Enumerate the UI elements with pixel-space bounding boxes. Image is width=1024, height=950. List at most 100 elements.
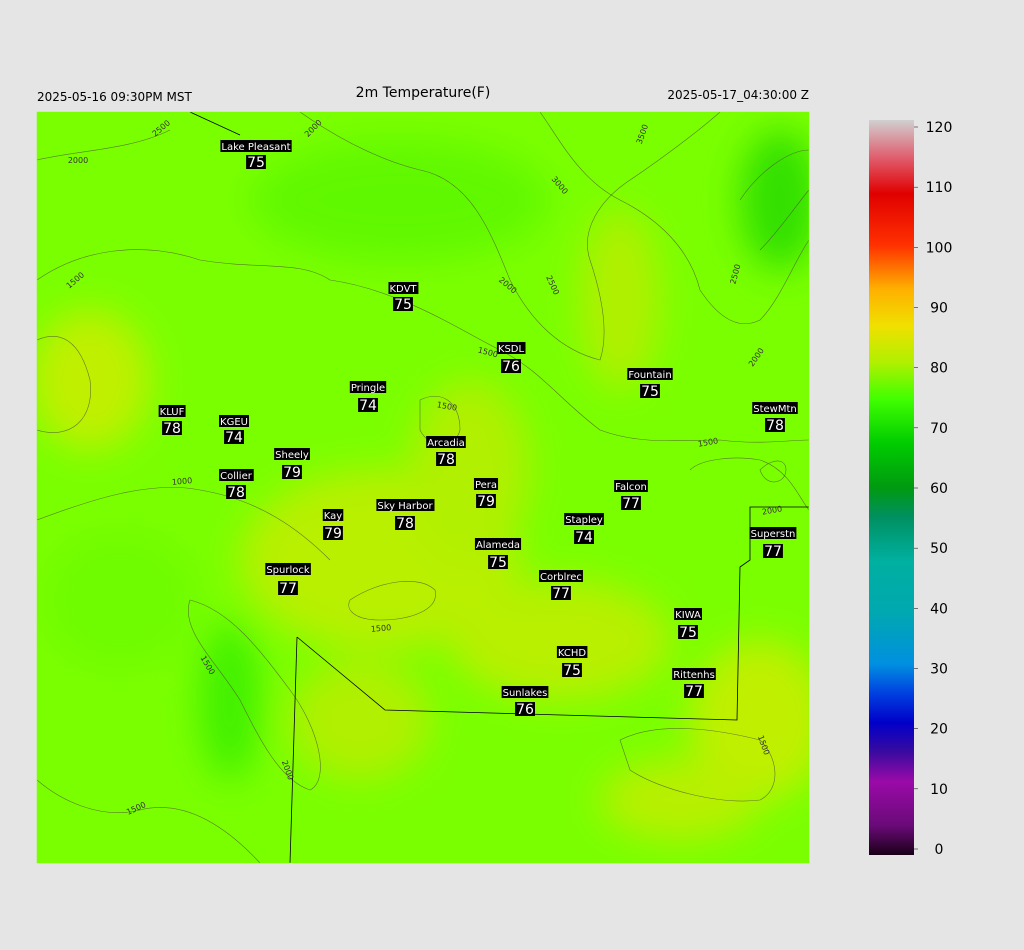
map-frame (36, 111, 810, 864)
station-name-box (564, 513, 604, 525)
station: KLUF 78 (158, 405, 186, 437)
station: Superstn 77 (749, 527, 797, 560)
station-name: Falcon (615, 482, 647, 493)
station-name: Alameda (476, 540, 520, 551)
station-name-box (501, 686, 549, 698)
station-name: Pringle (351, 383, 385, 394)
station-name-box (473, 478, 499, 490)
station-name: Kay (324, 511, 343, 522)
station-name-box (752, 402, 798, 414)
station-value: 78 (766, 418, 784, 434)
station: KCHD 75 (556, 646, 588, 679)
colorbar-tick-label: 30 (930, 662, 948, 678)
station-value-box (358, 398, 378, 412)
station-name: Lake Pleasant (221, 142, 290, 153)
station-value: 77 (764, 544, 782, 560)
station-value: 75 (641, 384, 659, 400)
station-value-box (621, 496, 641, 510)
station-value-box (501, 359, 521, 373)
station-value: 74 (225, 430, 243, 446)
station-name-box (376, 499, 435, 511)
station-name: Stapley (565, 515, 603, 526)
valid-time-local: 2025-05-16 09:30PM MST (37, 90, 193, 104)
station-name: Fountain (628, 370, 671, 381)
station-value-box (488, 555, 508, 569)
colorbar-tick-label: 60 (930, 481, 948, 497)
station-name: Sky Harbor (377, 501, 433, 512)
station-value-box (278, 581, 298, 595)
station-name: Rittenhs (673, 670, 715, 681)
station: Alameda 75 (474, 538, 522, 571)
station-value: 76 (516, 702, 534, 718)
station-value-box (246, 155, 266, 169)
station-name: KGEU (220, 417, 248, 428)
station-name-box (614, 480, 648, 492)
station-value-box (393, 297, 413, 311)
station-name: Collier (220, 471, 253, 482)
station: Fountain 75 (627, 368, 673, 400)
station: Kay 79 (322, 509, 344, 542)
station-value-box (224, 430, 244, 444)
colorbar-tick-label: 100 (926, 240, 953, 256)
station-value-box (226, 485, 246, 499)
station-value: 77 (279, 581, 297, 597)
station-value: 77 (685, 684, 703, 700)
station-name-box (749, 527, 797, 539)
station-value-box (640, 384, 660, 398)
station-value: 77 (622, 496, 640, 512)
station-name: Superstn (751, 529, 796, 540)
station-value: 76 (502, 359, 520, 375)
station-value: 78 (437, 452, 455, 468)
station-name-box (322, 509, 344, 521)
colorbar-tick-label: 80 (930, 361, 948, 377)
map (37, 112, 809, 863)
valid-time-utc: 2025-05-17_04:30:00 Z (667, 88, 809, 102)
station-name-box (265, 563, 311, 575)
station: Corblrec 77 (539, 570, 583, 602)
station-value-box (476, 494, 496, 508)
station: KIWA 75 (674, 608, 702, 641)
station: Sheely 79 (274, 448, 310, 481)
station-name-box (426, 436, 466, 448)
station-name: Spurlock (266, 565, 310, 576)
station: Sky Harbor 78 (376, 499, 435, 532)
station-value: 74 (575, 530, 593, 546)
station-value-box (765, 418, 785, 432)
station-name: Sheely (275, 450, 309, 461)
station-name: KCHD (558, 648, 587, 659)
station-value-box (395, 516, 415, 530)
station: Collier 78 (219, 469, 254, 501)
station-value: 75 (247, 155, 265, 171)
station-value-box (282, 465, 302, 479)
station-value: 79 (477, 494, 495, 510)
contour-label: 1500 (371, 623, 392, 634)
station-value: 78 (227, 485, 245, 501)
station-name: KLUF (160, 407, 185, 418)
station-name-box (349, 381, 387, 393)
station-value-box (562, 663, 582, 677)
station-name-box (219, 415, 249, 427)
station-name: Pera (475, 480, 497, 491)
colorbar-tick-label: 20 (930, 722, 948, 738)
colorbar (869, 120, 914, 855)
station-value-box (684, 684, 704, 698)
station-name-box (627, 368, 673, 380)
station-name-box (388, 282, 419, 294)
colorbar-tick-label: 50 (930, 541, 948, 557)
station-name-box (474, 538, 522, 550)
contour-label: 2000 (761, 504, 783, 516)
contour-label: 2000 (68, 156, 88, 165)
temperature-field (37, 130, 809, 840)
station-value: 77 (552, 586, 570, 602)
station-name: Corblrec (540, 572, 582, 583)
station-value-box (678, 625, 698, 639)
station: Lake Pleasant 75 (220, 140, 292, 171)
map-title: 2m Temperature(F) (356, 85, 491, 101)
colorbar-tick-label: 110 (926, 180, 953, 196)
station-name: KDVT (389, 284, 417, 295)
station-name-box (496, 342, 526, 354)
station-name-box (158, 405, 186, 417)
station-value-box (323, 526, 343, 540)
station: Stapley 74 (564, 513, 604, 546)
